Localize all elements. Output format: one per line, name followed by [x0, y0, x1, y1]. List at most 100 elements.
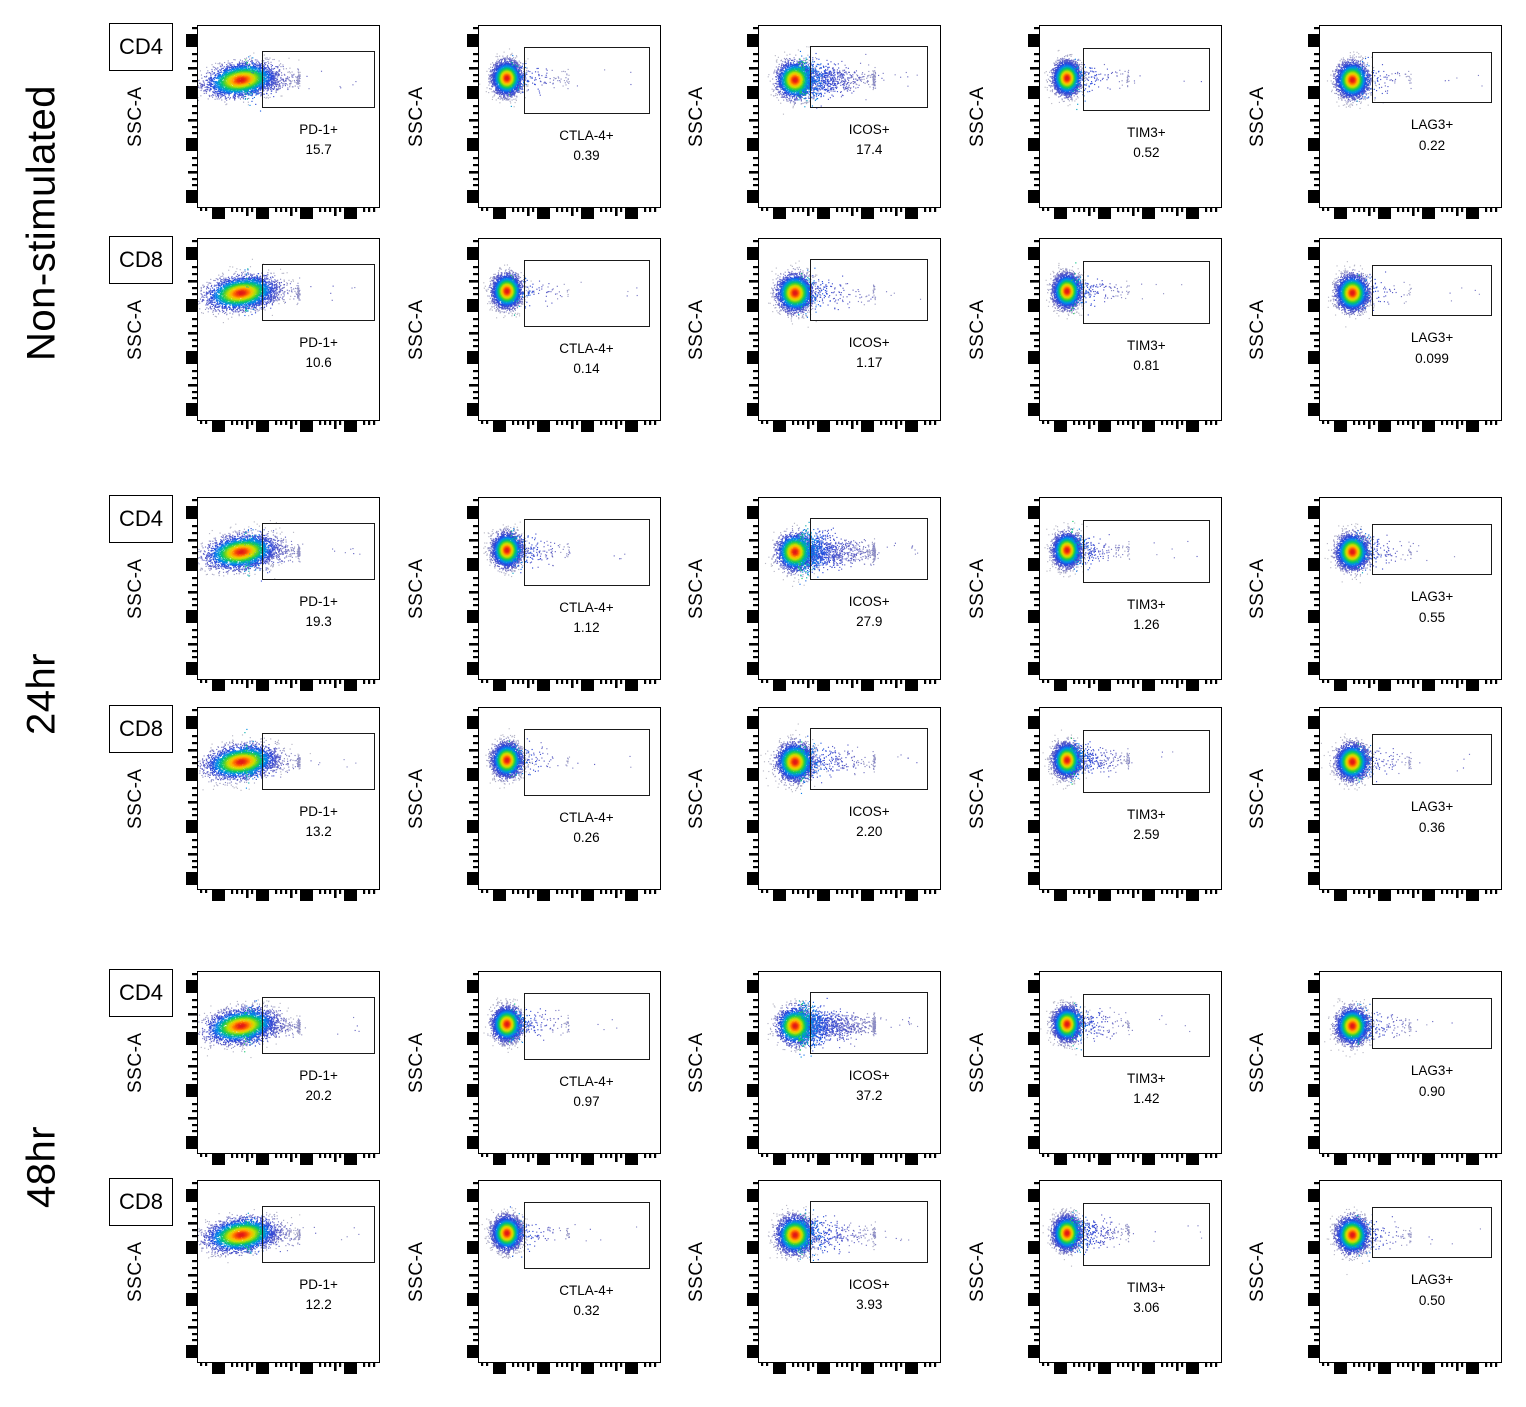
density-scatter-canvas	[759, 26, 939, 206]
gate-percent-value: 10.6	[305, 355, 332, 371]
y-axis-label: SSC-A	[1247, 1032, 1268, 1093]
gate-rect	[1372, 1207, 1492, 1259]
flow-panel: SSC-A LAG3+ 0.90	[1247, 971, 1502, 1165]
gate-rect	[261, 1206, 376, 1263]
population-label: CD4	[118, 34, 163, 59]
population-label-box: CD8	[109, 236, 173, 284]
x-axis-ticks	[1322, 889, 1498, 901]
gate-marker-label: PD-1+	[299, 334, 338, 350]
plot-area: PD-1+ 13.2	[197, 707, 380, 890]
flow-panel: SSC-A ICOS+ 37.2	[686, 971, 941, 1165]
gate-percent-value: 1.12	[573, 620, 600, 636]
y-axis-label: SSC-A	[1247, 299, 1268, 360]
plot-area: ICOS+ 37.2	[758, 971, 941, 1154]
flow-panel: SSC-A CTLA-4+ 0.32	[406, 1180, 661, 1374]
density-scatter-canvas	[1320, 708, 1500, 888]
gate-rect	[523, 46, 650, 115]
plot-area: TIM3+ 2.59	[1038, 707, 1222, 890]
population-label-box: CD4	[109, 495, 173, 543]
gate-percent-value: 27.9	[856, 614, 883, 630]
gate-rect	[1083, 729, 1210, 793]
gate-marker-label: LAG3+	[1410, 589, 1454, 605]
y-axis-ticks	[747, 499, 758, 675]
y-axis-label: SSC-A	[405, 1032, 427, 1093]
density-scatter-canvas	[478, 972, 659, 1152]
flow-panel: SSC-A ICOS+ 2.20	[686, 707, 941, 901]
density-scatter-canvas	[759, 1181, 939, 1361]
flow-panel: SSC-A LAG3+ 0.55	[1247, 497, 1502, 691]
gate-percent-value: 12.2	[305, 1297, 332, 1313]
y-axis-ticks	[1027, 973, 1039, 1149]
plot-area: ICOS+ 27.9	[758, 497, 941, 680]
y-axis-label: SSC-A	[125, 299, 146, 360]
flow-panel: SSC-A LAG3+ 0.36	[1247, 707, 1502, 901]
x-axis-ticks	[1041, 1153, 1217, 1165]
density-scatter-canvas	[759, 498, 939, 678]
y-axis-label: SSC-A	[405, 1241, 427, 1302]
x-axis-ticks	[761, 889, 937, 901]
y-axis-ticks	[1027, 709, 1039, 885]
gate-label: TIM3+ 0.81	[1071, 336, 1221, 377]
density-scatter-canvas	[478, 498, 659, 678]
density-scatter-canvas	[1039, 239, 1220, 419]
gate-rect	[261, 997, 376, 1054]
x-axis-ticks	[200, 420, 376, 432]
y-axis-ticks	[1308, 499, 1319, 675]
gate-label: TIM3+ 1.26	[1071, 595, 1221, 636]
x-axis-ticks	[1041, 420, 1217, 432]
density-scatter-canvas	[198, 1181, 378, 1361]
gate-percent-value: 0.32	[573, 1303, 600, 1319]
gate-rect	[261, 733, 376, 790]
flow-panel: SSC-A TIM3+ 1.26	[967, 497, 1222, 691]
plot-area: TIM3+ 0.52	[1038, 25, 1222, 208]
flow-panel: SSC-A TIM3+ 2.59	[967, 707, 1222, 901]
plot-area: ICOS+ 17.4	[758, 25, 941, 208]
gate-marker-label: PD-1+	[299, 1067, 338, 1083]
gate-rect	[810, 517, 929, 580]
gate-percent-value: 19.3	[305, 614, 332, 630]
x-axis-ticks	[480, 1362, 656, 1374]
plot-area: PD-1+ 10.6	[197, 238, 380, 421]
gate-marker-label: PD-1+	[299, 803, 338, 819]
x-axis-ticks	[1322, 207, 1498, 219]
gate-label: CTLA-4+ 0.26	[512, 808, 662, 849]
y-axis-label: SSC-A	[686, 768, 707, 829]
population-label-box: CD4	[109, 23, 173, 71]
flow-panel: SSC-A TIM3+ 3.06	[967, 1180, 1222, 1374]
gate-percent-value: 0.97	[573, 1094, 600, 1110]
y-axis-ticks	[466, 709, 478, 885]
gate-label: CTLA-4+ 0.14	[512, 339, 662, 380]
gate-rect	[810, 991, 929, 1054]
gate-percent-value: 0.39	[573, 148, 600, 164]
flow-panel: SSC-A CTLA-4+ 0.14	[406, 238, 662, 432]
y-axis-label: SSC-A	[966, 86, 988, 147]
x-axis-ticks	[480, 679, 656, 691]
y-axis-ticks	[747, 709, 758, 885]
y-axis-ticks	[186, 1182, 197, 1358]
plot-area: LAG3+ 0.22	[1319, 25, 1502, 208]
plot-area: TIM3+ 1.42	[1038, 971, 1222, 1154]
gate-marker-label: TIM3+	[1127, 124, 1166, 140]
gate-label: TIM3+ 1.42	[1071, 1069, 1221, 1110]
gate-label: ICOS+ 27.9	[794, 592, 944, 633]
gate-rect	[1372, 734, 1492, 786]
gate-label: CTLA-4+ 1.12	[512, 598, 662, 639]
y-axis-ticks	[1027, 240, 1039, 416]
gate-percent-value: 0.26	[573, 830, 600, 846]
y-axis-ticks	[747, 973, 758, 1149]
x-axis-ticks	[1041, 207, 1217, 219]
y-axis-ticks	[1308, 709, 1319, 885]
plot-area: LAG3+ 0.099	[1319, 238, 1502, 421]
gate-rect	[1372, 998, 1492, 1050]
x-axis-ticks	[1041, 679, 1217, 691]
condition-label: 24hr	[19, 652, 64, 735]
gate-percent-value: 3.93	[856, 1297, 883, 1313]
gate-percent-value: 0.099	[1415, 350, 1449, 366]
y-axis-label: SSC-A	[966, 768, 988, 829]
gate-percent-value: 0.14	[573, 361, 600, 377]
gate-label: ICOS+ 17.4	[794, 120, 944, 161]
gate-marker-label: CTLA-4+	[559, 128, 614, 144]
y-axis-label: SSC-A	[966, 558, 988, 619]
x-axis-ticks	[200, 207, 376, 219]
y-axis-ticks	[466, 27, 478, 203]
